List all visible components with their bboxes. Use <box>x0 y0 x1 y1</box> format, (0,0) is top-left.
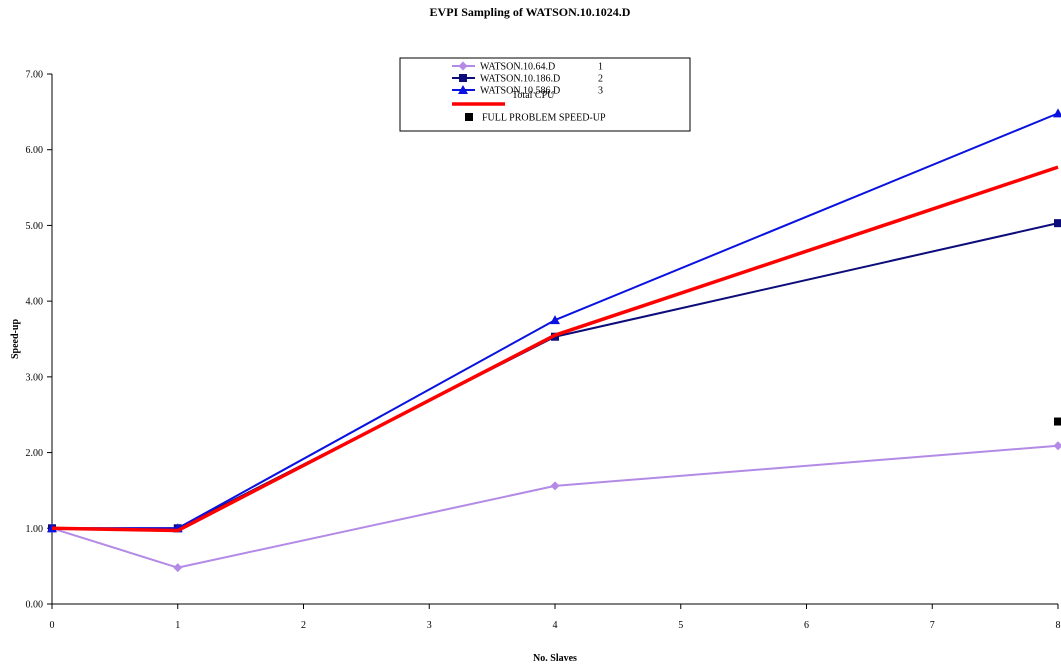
x-tick-label: 7 <box>930 620 935 631</box>
series-watson-10-586-d <box>47 108 1061 533</box>
y-tick-label: 1.00 <box>26 524 44 535</box>
x-tick-label: 2 <box>301 620 306 631</box>
legend-marker-watson-10-186-d <box>459 74 467 82</box>
y-tick-label: 3.00 <box>26 372 44 383</box>
chart-title: EVPI Sampling of WATSON.10.1024.D <box>430 5 631 19</box>
x-tick-label: 0 <box>50 620 55 631</box>
legend-swatch-full-problem-speed-up <box>465 113 473 121</box>
x-ticks: 0 1 2 3 4 5 6 7 8 <box>50 604 1061 631</box>
data-point-watson-10-64-d <box>550 481 560 491</box>
y-tick-label: 5.00 <box>26 221 44 232</box>
legend-label-watson-10-186-d: WATSON.10.186.D <box>480 74 560 85</box>
series-full-problem-speed-up <box>1054 417 1061 426</box>
legend-marker-watson-10-586-d <box>458 85 468 94</box>
series-total-cpu <box>51 165 1059 533</box>
x-tick-label: 6 <box>804 620 809 631</box>
legend-index-watson-10-64-d: 1 <box>598 62 603 73</box>
y-tick-label: 2.00 <box>26 448 44 459</box>
series-watson-10-64-d <box>47 441 1061 573</box>
y-tick-label: 7.00 <box>26 70 44 81</box>
legend-index-watson-10-586-d: 3 <box>598 86 603 97</box>
legend-entry-total-cpu: Total CPU <box>452 90 555 106</box>
legend-entry-watson-10-64-d: WATSON.10.64.D 1 <box>452 61 603 73</box>
legend-label-total-cpu: Total CPU <box>512 90 555 101</box>
series-line-total-cpu <box>51 165 1059 533</box>
legend-entry-full-problem-speed-up: FULL PROBLEM SPEED-UP <box>465 113 606 124</box>
data-point-watson-10-586-d <box>550 315 560 325</box>
data-point-full-problem-speed-up <box>1054 417 1061 426</box>
legend-index-watson-10-186-d: 2 <box>598 74 603 85</box>
series-line-watson-10-64-d <box>51 444 1059 569</box>
y-axis-title: Speed-up <box>10 319 21 359</box>
x-tick-label: 5 <box>678 620 683 631</box>
legend-entry-watson-10-586-d: WATSON.10.586.D 3 <box>452 85 603 97</box>
x-tick-label: 3 <box>427 620 432 631</box>
data-point-watson-10-586-d <box>1053 108 1061 118</box>
legend-entry-watson-10-186-d: WATSON.10.186.D 2 <box>452 74 603 85</box>
legend-label-watson-10-586-d: WATSON.10.586.D <box>480 86 560 97</box>
y-tick-label: 6.00 <box>26 145 44 156</box>
x-tick-label: 8 <box>1056 620 1061 631</box>
legend-label-watson-10-64-d: WATSON.10.64.D <box>480 62 555 73</box>
x-axis-title: No. Slaves <box>533 653 577 664</box>
legend-label-full-problem-speed-up: FULL PROBLEM SPEED-UP <box>482 113 606 124</box>
data-point-watson-10-64-d <box>1053 441 1061 451</box>
legend-marker-watson-10-64-d <box>458 61 468 71</box>
data-point-watson-10-186-d <box>1054 219 1061 228</box>
series-layer <box>47 108 1061 573</box>
data-point-watson-10-64-d <box>173 563 183 573</box>
y-tick-label: 4.00 <box>26 297 44 308</box>
y-tick-label: 0.00 <box>26 600 44 611</box>
x-tick-label: 4 <box>553 620 558 631</box>
legend-box <box>399 57 691 132</box>
x-tick-label: 1 <box>175 620 180 631</box>
